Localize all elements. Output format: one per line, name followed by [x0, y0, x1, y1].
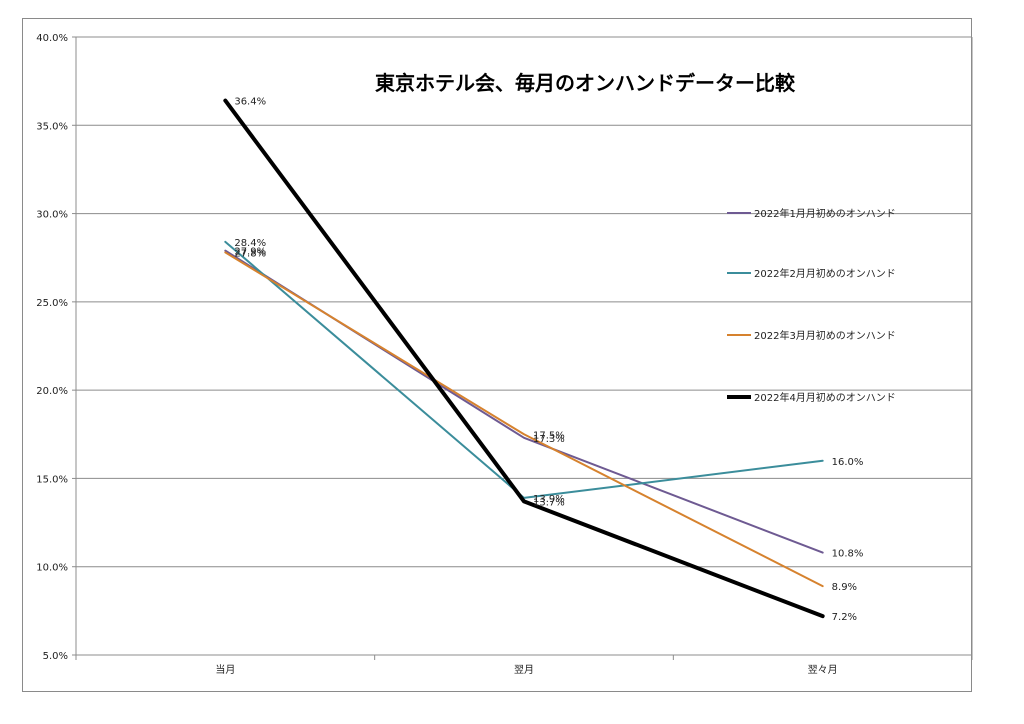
- chart-title: 東京ホテル会、毎月のオンハンドデーター比較: [375, 71, 796, 95]
- data-label: 17.5%: [533, 430, 565, 441]
- data-label: 28.4%: [234, 238, 266, 249]
- series-lines: [223, 98, 825, 619]
- series-line: [224, 249, 824, 554]
- x-tick-label: 翌々月: [808, 664, 838, 676]
- y-tick-label: 35.0%: [36, 121, 68, 132]
- series-line: [223, 98, 825, 619]
- data-label: 7.2%: [832, 612, 857, 623]
- data-label: 16.0%: [832, 457, 864, 468]
- y-tick-label: 15.0%: [36, 474, 68, 485]
- legend-label: 2022年1月月初めのオンハンド: [754, 207, 896, 220]
- data-label: 17.3%: [533, 434, 565, 445]
- data-label: 10.8%: [832, 549, 864, 560]
- legend-label: 2022年4月月初めのオンハンド: [754, 391, 896, 404]
- data-label: 36.4%: [234, 97, 266, 108]
- legend: 2022年1月月初めのオンハンド 2022年2月月初めのオンハンド 2022年3月月…: [727, 207, 896, 404]
- series-line: [224, 240, 824, 499]
- legend-label: 2022年3月月初めのオンハンド: [754, 329, 896, 342]
- y-axis: 5.0% 10.0% 15.0% 20.0% 25.0% 30.0% 35.0% 40.0%: [36, 33, 77, 662]
- y-tick-label: 40.0%: [36, 33, 68, 44]
- data-label: 13.9%: [533, 494, 565, 505]
- data-labels: 27.9% 17.3% 10.8% 28.4% 13.9% 16.0% 27.8% 17.5%…: [234, 97, 863, 624]
- chart-frame: [22, 18, 972, 692]
- legend-label: 2022年2月月初めのオンハンド: [754, 267, 896, 280]
- gridlines: [76, 36, 973, 656]
- y-tick-label: 20.0%: [36, 386, 68, 397]
- data-label: 27.8%: [234, 248, 266, 259]
- y-tick-label: 10.0%: [36, 563, 68, 574]
- x-axis: 当月 翌月 翌々月: [75, 654, 973, 676]
- x-tick-label: 当月: [215, 663, 235, 676]
- y-tick-label: 30.0%: [36, 210, 68, 221]
- series-line: [224, 251, 824, 588]
- y-tick-label: 25.0%: [36, 298, 68, 309]
- x-tick-label: 翌月: [514, 664, 534, 676]
- y-tick-label: 5.0%: [43, 651, 68, 662]
- data-label: 8.9%: [832, 582, 857, 593]
- data-label: 27.9%: [234, 247, 266, 258]
- data-label: 13.7%: [533, 497, 565, 508]
